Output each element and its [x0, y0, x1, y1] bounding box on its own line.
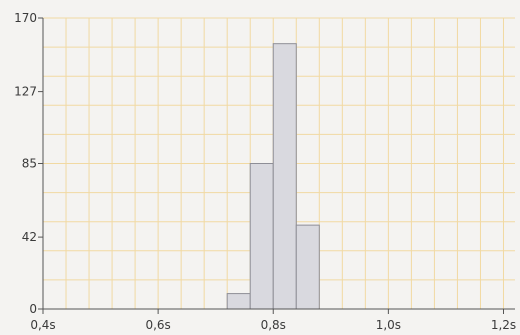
y-tick-label: 0 — [29, 302, 37, 316]
axes — [38, 17, 515, 314]
y-tick-label: 42 — [22, 230, 37, 244]
x-tick-label: 0,8s — [261, 318, 286, 332]
x-tick-label: 0,4s — [30, 318, 55, 332]
x-tick-label: 1,2s — [491, 318, 516, 332]
x-tick-label: 1,0s — [376, 318, 401, 332]
histogram-bar — [295, 224, 320, 310]
histogram-bar — [226, 293, 251, 310]
histogram-bar — [249, 163, 274, 310]
y-tick-label: 170 — [14, 11, 37, 25]
bars — [226, 43, 320, 310]
y-tick-label: 85 — [22, 157, 37, 171]
tick-labels: 0 42 85 127 170 0,4s 0,6s 0,8s 1,0s 1,2s — [14, 11, 516, 332]
histogram-bar — [272, 43, 297, 310]
x-tick-label: 0,6s — [145, 318, 170, 332]
y-tick-label: 127 — [14, 85, 37, 99]
